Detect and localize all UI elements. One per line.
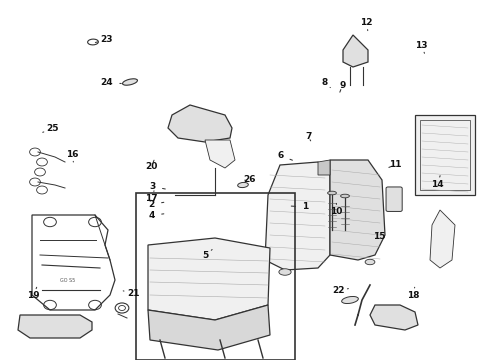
- FancyBboxPatch shape: [385, 187, 401, 211]
- Text: 23: 23: [95, 35, 113, 44]
- Text: 22: 22: [331, 287, 347, 295]
- Text: 13: 13: [414, 40, 427, 53]
- Text: 5: 5: [202, 249, 212, 260]
- Text: 24: 24: [100, 77, 121, 86]
- Text: 9: 9: [338, 81, 345, 92]
- Text: 17: 17: [145, 191, 158, 203]
- Polygon shape: [429, 210, 454, 268]
- Text: 21: 21: [123, 289, 139, 298]
- Polygon shape: [317, 160, 329, 175]
- Text: 10: 10: [329, 203, 342, 216]
- Text: 2: 2: [148, 200, 163, 209]
- Text: 11: 11: [388, 161, 401, 169]
- Text: 20: 20: [145, 160, 158, 171]
- Text: 18: 18: [406, 287, 419, 300]
- Text: 1: 1: [291, 202, 308, 211]
- Ellipse shape: [341, 297, 358, 303]
- Polygon shape: [342, 35, 367, 67]
- Polygon shape: [148, 305, 269, 350]
- Text: 3: 3: [149, 182, 165, 191]
- Polygon shape: [264, 162, 329, 270]
- Polygon shape: [329, 160, 384, 260]
- Ellipse shape: [87, 39, 98, 45]
- Bar: [414, 115, 474, 195]
- Text: GO S5: GO S5: [60, 278, 76, 283]
- Text: 4: 4: [148, 211, 163, 220]
- Ellipse shape: [278, 269, 290, 275]
- Polygon shape: [204, 140, 235, 168]
- Ellipse shape: [340, 194, 349, 198]
- Polygon shape: [18, 315, 92, 338]
- Text: 8: 8: [321, 78, 330, 87]
- Text: 6: 6: [277, 151, 292, 160]
- Polygon shape: [369, 305, 417, 330]
- Polygon shape: [168, 105, 231, 142]
- Text: 19: 19: [27, 287, 40, 300]
- Ellipse shape: [122, 79, 137, 85]
- Text: 16: 16: [66, 150, 79, 162]
- Text: 7: 7: [304, 132, 311, 141]
- Ellipse shape: [327, 191, 336, 195]
- Bar: [419, 120, 469, 190]
- Polygon shape: [148, 238, 269, 320]
- Ellipse shape: [237, 183, 248, 188]
- Text: 26: 26: [243, 175, 255, 184]
- Bar: [136, 193, 294, 360]
- Text: 15: 15: [372, 233, 385, 242]
- Text: 25: 25: [42, 124, 59, 133]
- Ellipse shape: [365, 259, 374, 265]
- Text: 14: 14: [430, 176, 443, 189]
- Text: 12: 12: [360, 18, 372, 31]
